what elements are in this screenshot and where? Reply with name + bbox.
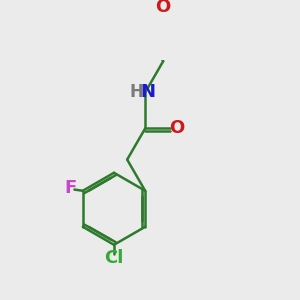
Text: N: N: [141, 83, 156, 101]
Text: O: O: [155, 0, 171, 16]
Text: H: H: [130, 83, 144, 101]
Text: F: F: [65, 179, 77, 197]
Text: O: O: [169, 119, 185, 137]
Text: Cl: Cl: [104, 249, 124, 267]
